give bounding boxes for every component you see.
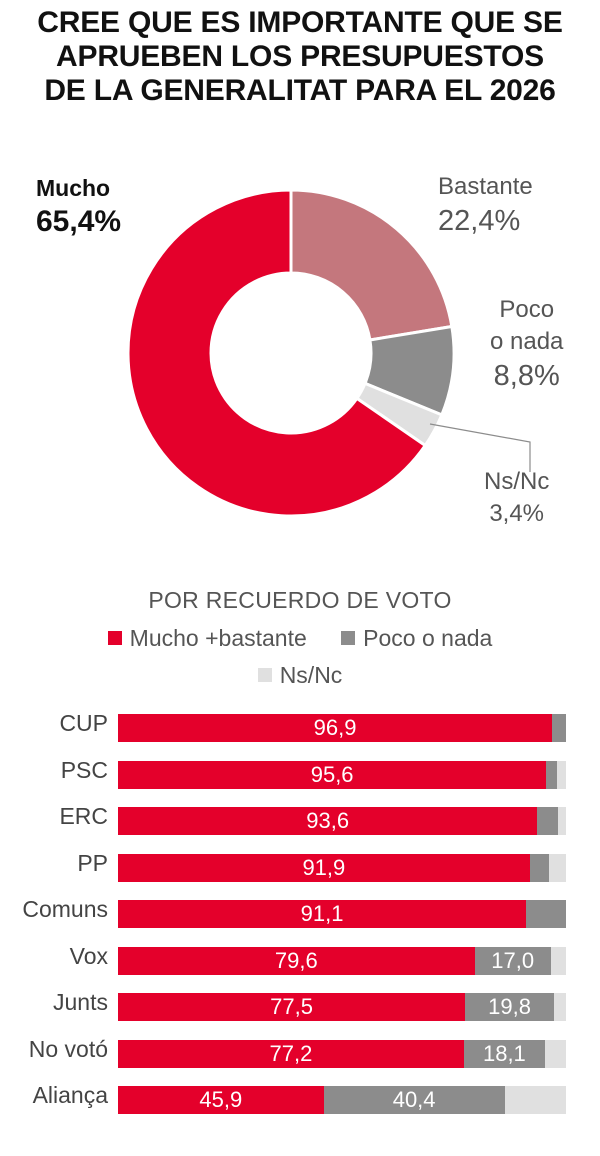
- bar-row: CUP 96,9: [0, 700, 600, 746]
- bar-segment-poco-o-nada: [526, 900, 566, 928]
- bar-track: 91,9: [118, 853, 566, 882]
- bar-track: 93,6: [118, 807, 566, 835]
- slice-label-nsnc: Ns/Nc 3,4%: [484, 466, 549, 530]
- slice-label-mucho: Mucho 65,4%: [36, 172, 121, 240]
- legend-item-mucho-bastante: Mucho +bastante: [107, 625, 307, 652]
- bar-row: Vox 79,6 17,0: [0, 933, 600, 979]
- legend-swatch-mucho-bastante: [107, 631, 122, 645]
- bar-segment-mucho-bastante: 93,6: [118, 807, 538, 835]
- category-label: No votó: [28, 1035, 108, 1062]
- donut-slice-mucho: [126, 188, 428, 518]
- bar-row: No votó 77,2 18,1: [0, 1026, 600, 1072]
- bar-row: PP 91,9: [0, 840, 600, 886]
- bars-subtitle: POR RECUERDO DE VOTO: [148, 587, 452, 613]
- legend-swatch-nsnc: [257, 668, 272, 682]
- donut-chart: [126, 188, 531, 518]
- data-label: 79,6: [274, 947, 318, 973]
- data-label: 91,9: [302, 854, 346, 880]
- bar-segment-poco-o-nada: [529, 853, 550, 882]
- bar-segment-ns-nc: [553, 993, 566, 1021]
- bar-segment-mucho-bastante: 91,1: [118, 900, 527, 928]
- legend-swatch-poco-nada: [341, 631, 356, 645]
- bar-segment-mucho-bastante: 96,9: [118, 714, 553, 742]
- data-label: 77,5: [270, 994, 313, 1019]
- bar-track: 91,1: [118, 900, 566, 928]
- category-label: Vox: [69, 942, 108, 969]
- bar-track: 77,5 19,8: [118, 993, 566, 1021]
- bar-row: ERC 93,6: [0, 793, 600, 839]
- bar-segment-mucho-bastante: 45,9: [118, 1086, 324, 1114]
- bar-segment-poco-o-nada: 40,4: [323, 1086, 505, 1114]
- bar-row: PSC 95,6: [0, 747, 600, 793]
- bar-segment-poco-o-nada: 19,8: [465, 993, 554, 1021]
- legend-item-poco-nada: Poco o nada: [341, 625, 492, 652]
- data-label: 17,0: [491, 947, 535, 973]
- bar-segment-mucho-bastante: 77,2: [118, 1039, 464, 1068]
- bar-row: Comuns 91,1: [0, 886, 600, 932]
- bar-row: Aliança 45,9 40,4: [0, 1072, 600, 1118]
- category-label: Junts: [53, 989, 108, 1015]
- slice-label-nsnc-name: Ns/Nc: [484, 468, 550, 495]
- title-line-1: CREE QUE ES IMPORTANTE QUE SE: [37, 6, 563, 39]
- slice-label-poco-line2: o nada: [490, 328, 564, 355]
- data-label: 93,6: [306, 808, 350, 833]
- data-label: 19,8: [488, 994, 531, 1019]
- legend-label-mucho-bastante: Mucho +bastante: [129, 625, 307, 651]
- bar-segment-ns-nc: [544, 1039, 566, 1068]
- bar-segment-mucho-bastante: 79,6: [118, 946, 475, 975]
- stacked-bar-chart: CUP 96,9 PSC 95,6 ERC 93,6 PP 91,9 Comuns 91,1 Vox…: [0, 700, 600, 1140]
- bar-track: 96,9: [118, 714, 566, 742]
- bar-segment-mucho-bastante: 91,9: [118, 853, 530, 882]
- data-label: 91,1: [300, 901, 344, 926]
- legend-label-nsnc: Ns/Nc: [279, 662, 343, 688]
- bar-track: 95,6: [118, 760, 566, 789]
- legend-row-1: Mucho +bastante Poco o nada: [0, 625, 600, 652]
- category-label: PSC: [60, 756, 108, 783]
- data-label: 45,9: [199, 1087, 243, 1112]
- legend-row-2: Ns/Nc: [0, 662, 600, 689]
- data-label: 40,4: [392, 1087, 436, 1112]
- bar-track: 45,9 40,4: [118, 1086, 566, 1114]
- category-label: Comuns: [22, 896, 108, 922]
- title-line-2: APRUEBEN LOS PRESUPUESTOS: [56, 40, 544, 73]
- slice-label-poco-line1: Poco: [499, 296, 555, 323]
- bar-segment-mucho-bastante: 95,6: [118, 760, 547, 789]
- bar-segment-poco-o-nada: [537, 807, 558, 835]
- bar-segment-poco-o-nada: 17,0: [474, 946, 551, 975]
- bar-track: 79,6 17,0: [118, 946, 566, 975]
- donut-slice-bastante: [289, 188, 454, 342]
- slice-label-nsnc-value: 3,4%: [489, 500, 545, 527]
- bar-segment-poco-o-nada: 18,1: [463, 1039, 545, 1068]
- title-line-3: DE LA GENERALITAT PARA EL 2026: [44, 74, 556, 107]
- leader-line-nsnc: [429, 423, 531, 472]
- slice-label-bastante-value: 22,4%: [438, 205, 521, 237]
- slice-label-mucho-name: Mucho: [36, 175, 111, 201]
- bar-segment-ns-nc: [550, 946, 566, 975]
- chart-title: CREE QUE ES IMPORTANTE QUE SE APRUEBEN L…: [0, 6, 600, 108]
- category-label: Aliança: [32, 1082, 108, 1108]
- slice-label-poco-value: 8,8%: [493, 360, 560, 392]
- bar-segment-ns-nc: [557, 807, 566, 835]
- bar-segment-ns-nc: [549, 853, 566, 882]
- legend-item-nsnc: Ns/Nc: [257, 662, 343, 689]
- slice-label-bastante-name: Bastante: [438, 173, 533, 200]
- category-label: CUP: [59, 710, 108, 736]
- data-label: 18,1: [482, 1040, 526, 1066]
- data-label: 96,9: [313, 715, 357, 740]
- bar-track: 77,2 18,1: [118, 1039, 566, 1068]
- bar-segment-poco-o-nada: [552, 714, 566, 742]
- data-label: 95,6: [310, 761, 354, 787]
- slice-label-poco: Poco o nada 8,8%: [490, 294, 563, 394]
- bar-row: Junts 77,5 19,8: [0, 979, 600, 1025]
- slice-label-mucho-value: 65,4%: [36, 205, 122, 238]
- bar-segment-ns-nc: [504, 1086, 566, 1114]
- legend-label-poco-nada: Poco o nada: [363, 625, 493, 651]
- bar-segment-mucho-bastante: 77,5: [118, 993, 466, 1021]
- category-label: PP: [77, 849, 108, 876]
- slice-label-bastante: Bastante 22,4%: [438, 171, 533, 239]
- bar-segment-poco-o-nada: [546, 760, 558, 789]
- category-label: ERC: [59, 803, 108, 829]
- data-label: 77,2: [269, 1040, 313, 1066]
- bar-segment-ns-nc: [557, 760, 566, 789]
